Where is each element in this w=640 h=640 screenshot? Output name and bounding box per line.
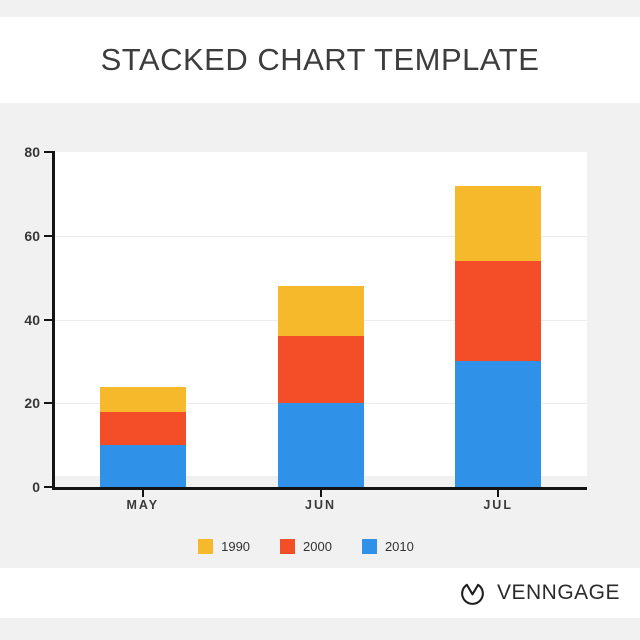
bar-segment-jul-1990 <box>455 185 542 261</box>
bar-segment-jun-2010 <box>277 403 364 487</box>
bar-segment-may-2000 <box>99 411 186 446</box>
legend-label-2010: 2010 <box>384 539 414 554</box>
y-tick-mark-20 <box>44 402 52 405</box>
legend-item-1990: 1990 <box>198 539 250 554</box>
y-tick-mark-0 <box>44 486 52 488</box>
legend-swatch-1990 <box>198 539 214 554</box>
legend-label-1990: 1990 <box>221 539 251 554</box>
title-band: STACKED CHART TEMPLATE <box>0 17 640 103</box>
y-tick-label-0: 0 <box>32 479 40 495</box>
brand-name: VENNGAGE <box>496 581 620 604</box>
x-tick-mark-jun <box>319 489 322 497</box>
y-tick-mark-40 <box>44 318 52 321</box>
bar-segment-jul-2000 <box>455 260 542 362</box>
chart-legend: 1990 2000 2010 <box>0 539 626 554</box>
y-tick-mark-60 <box>44 234 52 237</box>
legend-swatch-2010 <box>361 539 377 554</box>
bar-segment-may-1990 <box>99 386 186 412</box>
x-axis-label-jun: JUN <box>304 498 337 512</box>
y-axis-line <box>52 151 55 489</box>
y-tick-label-20: 20 <box>24 395 40 412</box>
y-tick-mark-80 <box>44 151 52 153</box>
x-axis-label-may: MAY <box>126 498 160 512</box>
brand-lockup: VENNGAGE <box>459 568 620 618</box>
y-tick-label-40: 40 <box>24 311 40 328</box>
gridline-60 <box>54 235 587 237</box>
bar-segment-may-2010 <box>99 445 186 487</box>
bar-segment-jun-2000 <box>277 336 364 404</box>
bar-segment-jul-2010 <box>455 361 542 487</box>
y-tick-label-80: 80 <box>24 144 40 160</box>
footer-band: VENNGAGE <box>0 568 640 618</box>
x-axis-label-jul: JUL <box>483 498 513 512</box>
y-tick-label-60: 60 <box>24 227 40 244</box>
legend-item-2010: 2010 <box>361 539 414 554</box>
legend-item-2000: 2000 <box>280 539 332 554</box>
page-title: STACKED CHART TEMPLATE <box>100 42 540 77</box>
x-tick-mark-may <box>141 489 144 497</box>
bar-segment-jun-1990 <box>277 286 364 337</box>
legend-label-2000: 2000 <box>303 539 332 554</box>
venngage-logo-icon <box>459 580 486 607</box>
legend-swatch-2000 <box>280 539 296 554</box>
x-axis-line <box>52 487 587 490</box>
x-tick-mark-jul <box>497 489 500 497</box>
